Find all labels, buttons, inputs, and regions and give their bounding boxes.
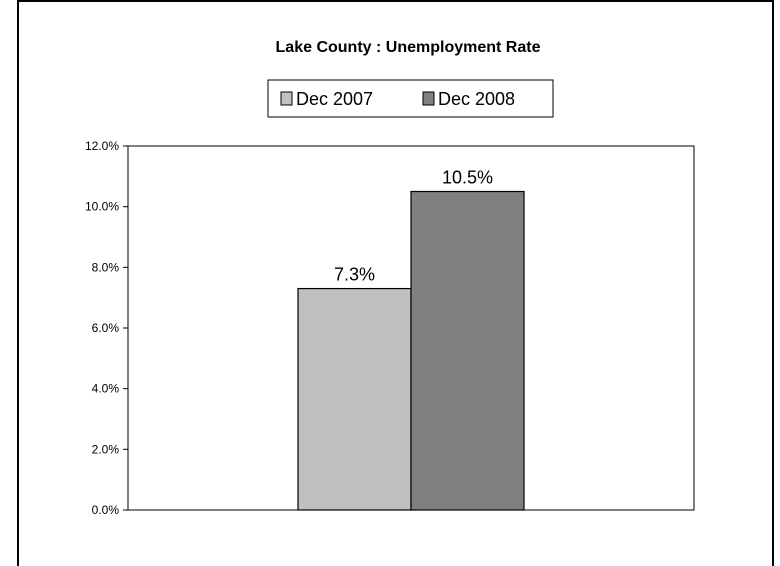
data-label: 10.5%: [442, 168, 493, 188]
y-tick-label: 12.0%: [85, 139, 119, 153]
legend-label-dec-2008: Dec 2008: [438, 89, 515, 109]
chart-title: Lake County : Unemployment Rate: [276, 39, 541, 56]
legend-label-dec-2007: Dec 2007: [296, 89, 373, 109]
plot-area: 0.0% 2.0% 4.0% 6.0% 8.0% 10.0% 12.0% 7.3% 10.5%: [85, 139, 695, 517]
y-tick-label: 8.0%: [92, 260, 120, 274]
legend-box: [267, 79, 554, 118]
y-tick-label: 0.0%: [92, 503, 120, 517]
data-label: 7.3%: [334, 265, 375, 285]
y-tick-label: 2.0%: [92, 442, 120, 456]
legend-swatch-dec-2007: [280, 91, 293, 106]
bar-dec-2008: [410, 190, 525, 511]
chart-frame: [17, 0, 774, 566]
legend-swatch-dec-2008: [422, 91, 435, 106]
bar-dec-2007: [297, 287, 412, 511]
legend: Dec 2007 Dec 2008: [267, 79, 554, 118]
y-tick-label: 10.0%: [85, 200, 119, 214]
y-tick-label: 6.0%: [92, 321, 120, 335]
y-tick-label: 4.0%: [92, 382, 120, 396]
